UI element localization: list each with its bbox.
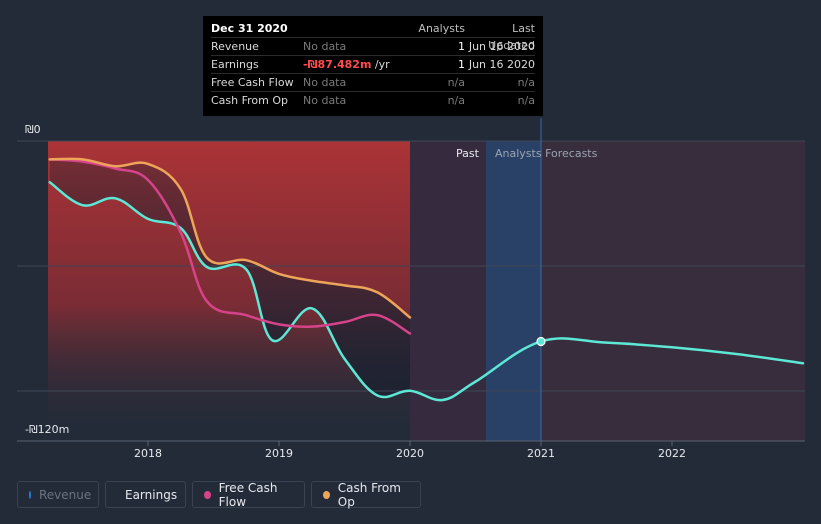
series-line-earnings xyxy=(48,181,805,402)
tooltip-date: Dec 31 2020 xyxy=(211,22,288,35)
past-label: Past xyxy=(456,147,479,160)
legend-label: Earnings xyxy=(125,487,178,502)
legend-label: Revenue xyxy=(39,487,92,502)
tooltip-row-revenue: Revenue No data 1 Jun 16 2020 xyxy=(211,38,535,56)
tooltip-header: Dec 31 2020 Analysts Last Updated xyxy=(211,20,535,52)
legend-revenue-dot-icon xyxy=(29,490,31,499)
tooltip-row-value: No data xyxy=(303,76,347,89)
x-tick-label: 2018 xyxy=(134,447,162,460)
tooltip-row-analysts: n/a xyxy=(447,94,465,107)
forecast-label: Analysts Forecasts xyxy=(495,147,598,160)
tooltip-row-unit: /yr xyxy=(371,58,390,71)
tooltip-updated-header: Last Updated xyxy=(488,22,535,52)
earnings-forecast-marker xyxy=(536,336,546,347)
legend-cash-from-op[interactable]: Cash From Op xyxy=(311,480,421,509)
tooltip-row-earnings: Earnings -₪87.482m /yr 1 Jun 16 2020 xyxy=(211,56,535,74)
tooltip-row-cash-from-op: Cash From Op No data n/a n/a xyxy=(211,92,535,109)
chart-legend: Revenue Earnings Free Cash Flow Cash Fro… xyxy=(17,480,421,509)
highlight-region xyxy=(485,141,541,441)
tooltip-row-value: -₪87.482m xyxy=(303,58,372,71)
forecast-region xyxy=(541,141,805,441)
legend-label: Free Cash Flow xyxy=(218,480,278,509)
legend-fcf-dot-icon xyxy=(204,490,211,499)
tooltip-row-label: Earnings xyxy=(211,58,259,71)
series-area-shade xyxy=(49,158,410,398)
tooltip-row-analysts: 1 xyxy=(458,58,465,71)
tooltip-row-free-cash-flow: Free Cash Flow No data n/a n/a xyxy=(211,74,535,92)
tooltip-row-analysts: 1 xyxy=(458,40,465,53)
tooltip-row-value: No data xyxy=(303,94,347,107)
tooltip-row-label: Free Cash Flow xyxy=(211,76,294,89)
tooltip-row-label: Revenue xyxy=(211,40,259,53)
tooltip-analysts-header: Analysts xyxy=(418,22,465,35)
chart-series xyxy=(48,157,805,402)
chart-gridlines xyxy=(17,118,805,446)
tooltip-row-label: Cash From Op xyxy=(211,94,289,107)
x-tick-label: 2019 xyxy=(265,447,293,460)
tooltip-row-value: No data xyxy=(303,40,347,53)
x-tick-label: 2022 xyxy=(658,447,686,460)
tooltip-row-updated: Jun 16 2020 xyxy=(468,58,535,71)
legend-revenue[interactable]: Revenue xyxy=(17,481,99,508)
legend-label: Cash From Op xyxy=(337,480,401,509)
x-tick-label: 2020 xyxy=(396,447,424,460)
tooltip-row-updated: Jun 16 2020 xyxy=(468,40,535,53)
tooltip-row-updated: n/a xyxy=(517,76,535,89)
tooltip-row-analysts: n/a xyxy=(447,76,465,89)
legend-cfo-dot-icon xyxy=(323,490,330,499)
series-line-free-cash-flow xyxy=(48,158,412,335)
data-tooltip: Dec 31 2020 Analysts Last Updated Revenu… xyxy=(203,16,543,116)
tooltip-row-updated: n/a xyxy=(517,94,535,107)
y-tick-label-top: ₪0 xyxy=(25,123,41,136)
legend-free-cash-flow[interactable]: Free Cash Flow xyxy=(192,480,305,509)
x-tick-label: 2021 xyxy=(527,447,555,460)
gap-region xyxy=(410,141,486,441)
y-tick-label-bottom: -₪120m xyxy=(25,423,70,436)
chart-markers xyxy=(536,336,546,347)
series-line-cash-from-op xyxy=(48,157,412,319)
legend-earnings[interactable]: Earnings xyxy=(105,481,186,508)
